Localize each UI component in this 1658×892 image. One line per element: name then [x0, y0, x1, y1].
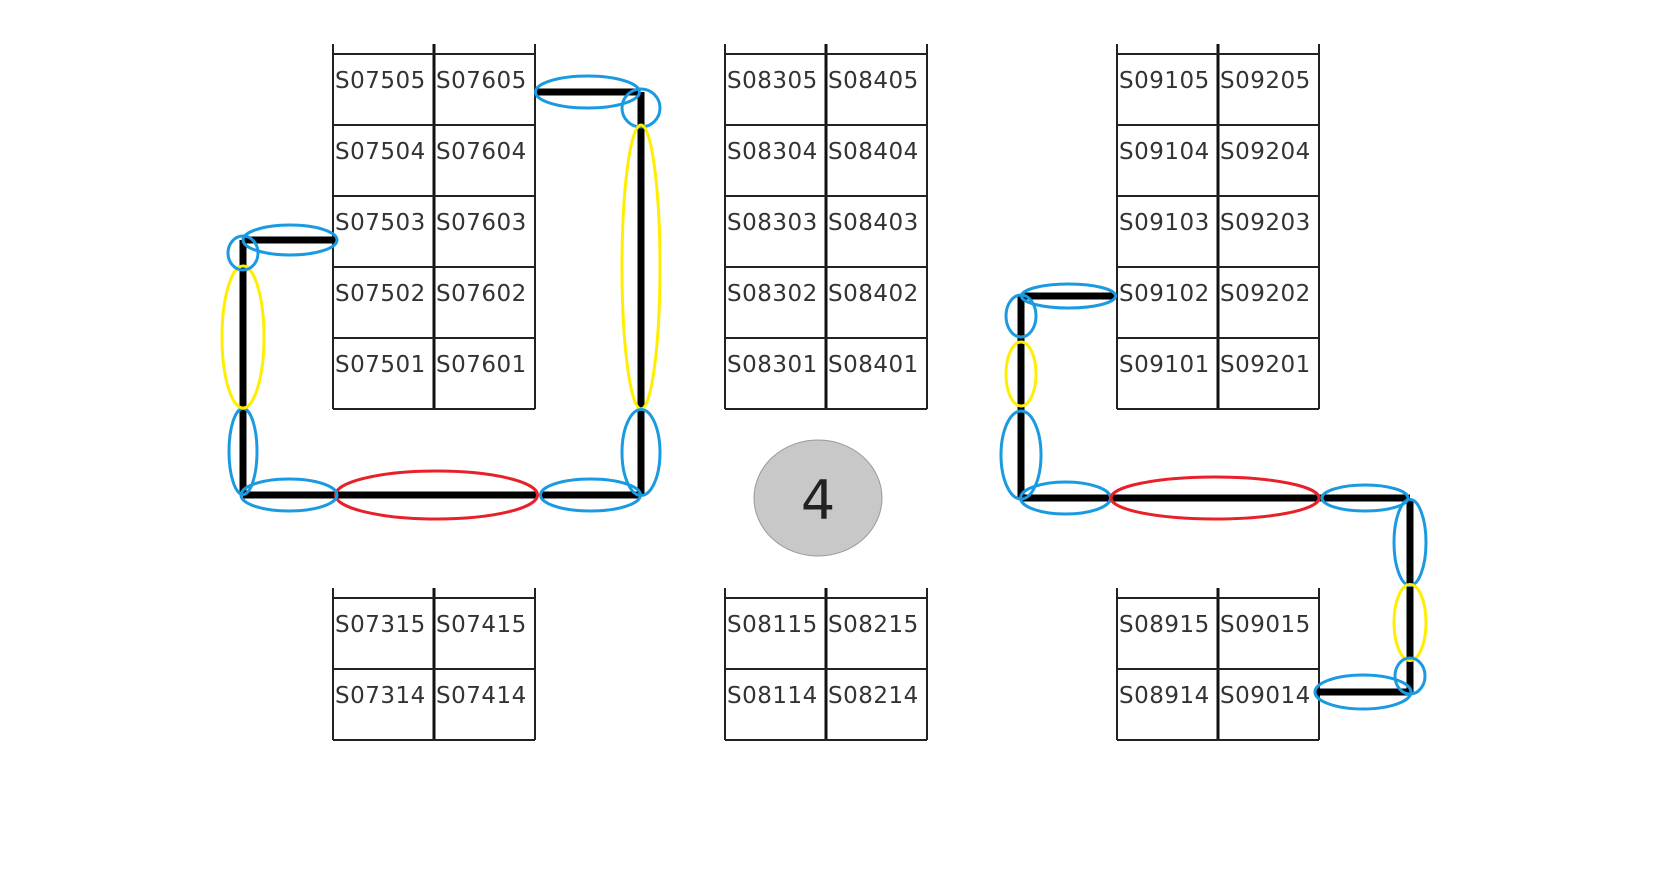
right-route-short-segment-marker	[1004, 293, 1038, 339]
shelf-cell-label: S09202	[1220, 281, 1311, 307]
shelf-cell-label: S07315	[335, 612, 426, 638]
shelf-cell-label: S08302	[727, 281, 818, 307]
right-route-long-segment-marker	[1109, 475, 1321, 521]
shelf-cell-label: S09104	[1119, 139, 1210, 165]
shelf-cell-label: S09102	[1119, 281, 1210, 307]
shelf-cell-label: S09105	[1119, 68, 1210, 94]
shelf-cell-label: S08115	[727, 612, 818, 638]
shelf-cell-label: S07604	[436, 139, 527, 165]
shelf-cell-label: S08114	[727, 683, 818, 709]
shelf-cell-label: S08405	[828, 68, 919, 94]
block-073-074: S07315 S07415 S07314 S07414	[332, 588, 536, 741]
right-route-medium-segment-marker	[1392, 583, 1428, 662]
shelf-cell-label: S07505	[335, 68, 426, 94]
shelf-cell-label: S07605	[436, 68, 527, 94]
shelf-cell-label: S08215	[828, 612, 919, 638]
shelf-cell-label: S07602	[436, 281, 527, 307]
shelf-cell-label: S09203	[1220, 210, 1311, 236]
shelf-cell-label: S07501	[335, 352, 426, 378]
shelf-cell-label: S07603	[436, 210, 527, 236]
shelf-cell-label: S09201	[1220, 352, 1311, 378]
shelf-cell-label: S08915	[1119, 612, 1210, 638]
block-091-092: S09105 S09205 S09104 S09204 S09103 S09203 S091…	[1116, 44, 1320, 410]
shelf-cell-label: S07601	[436, 352, 527, 378]
shelf-cell-label: S09204	[1220, 139, 1311, 165]
shelf-cell-label: S09205	[1220, 68, 1311, 94]
shelf-blocks: S07505 S07605 S07504 S07604 S07503 S07603 S075…	[332, 44, 1320, 741]
left-route-short-segment-marker	[534, 74, 641, 110]
left-route-short-segment-marker	[241, 223, 339, 257]
right-route-short-segment-marker	[1313, 673, 1413, 711]
shelf-cell-label: S08401	[828, 352, 919, 378]
shelf-cell-label: S08301	[727, 352, 818, 378]
left-route-short-segment-marker	[620, 87, 662, 129]
shelf-cell-label: S08304	[727, 139, 818, 165]
shelf-cell-label: S08404	[828, 139, 919, 165]
shelf-cell-label: S08305	[727, 68, 818, 94]
block-081-082: S08115 S08215 S08114 S08214	[724, 588, 928, 741]
right-route-short-segment-marker	[1320, 483, 1410, 513]
left-route-short-segment-marker	[539, 477, 642, 513]
left-route-medium-segment-marker	[220, 264, 266, 410]
shelf-cell-label: S07414	[436, 683, 527, 709]
shelf-cell-label: S09103	[1119, 210, 1210, 236]
shelf-cell-label: S09014	[1220, 683, 1311, 709]
hub-marker: 4	[753, 439, 883, 557]
shelf-cell-label: S08914	[1119, 683, 1210, 709]
segment-markers	[220, 74, 1428, 711]
shelf-cell-label: S07504	[335, 139, 426, 165]
hub-circle	[753, 439, 883, 557]
shelf-cell-label: S09101	[1119, 352, 1210, 378]
route-paths	[239, 88, 1414, 696]
shelf-cell-label: S07503	[335, 210, 426, 236]
hub-label: 4	[801, 469, 835, 532]
shelf-cell-label: S07502	[335, 281, 426, 307]
shelf-cell-label: S09015	[1220, 612, 1311, 638]
shelf-cell-label: S08403	[828, 210, 919, 236]
shelf-cell-label: S07415	[436, 612, 527, 638]
shelf-cell-label: S08303	[727, 210, 818, 236]
block-075-076: S07505 S07605 S07504 S07604 S07503 S07603 S075…	[332, 44, 536, 410]
block-089-090: S08915 S09015 S08914 S09014	[1116, 588, 1320, 741]
shelf-cell-label: S08402	[828, 281, 919, 307]
shelf-cell-label: S08214	[828, 683, 919, 709]
right-route-medium-segment-marker	[1004, 340, 1038, 408]
block-083-084: S08305 S08405 S08304 S08404 S08303 S08403 S083…	[724, 44, 928, 410]
shelf-cell-label: S07314	[335, 683, 426, 709]
